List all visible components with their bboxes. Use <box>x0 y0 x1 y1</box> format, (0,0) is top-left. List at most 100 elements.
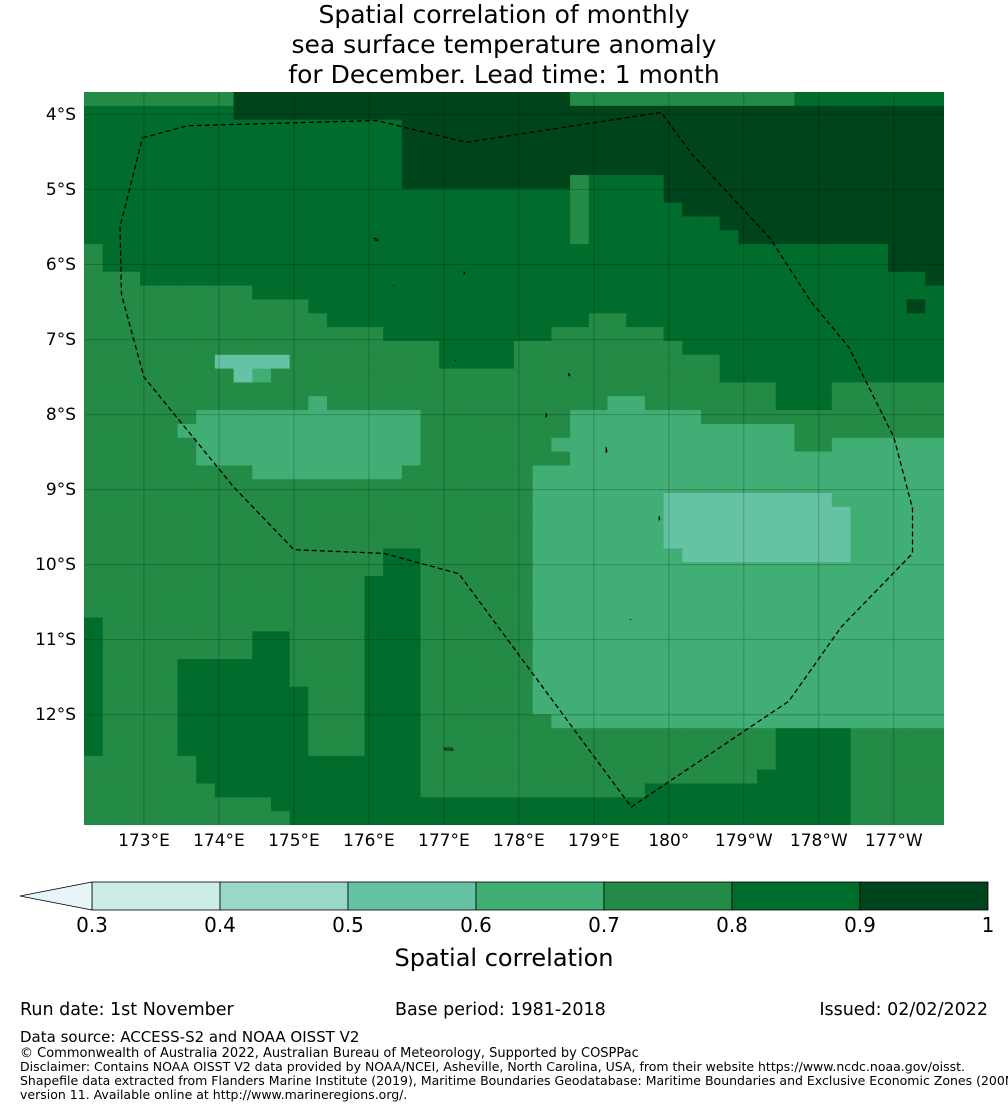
correlation-cell <box>214 437 235 453</box>
correlation-cell <box>514 562 534 577</box>
correlation-cell <box>420 645 440 660</box>
correlation-cell <box>289 202 309 218</box>
correlation-cell <box>551 451 571 467</box>
correlation-cell <box>364 811 384 825</box>
correlation-cell <box>158 742 179 757</box>
correlation-cell <box>626 105 646 121</box>
correlation-cell <box>84 465 104 480</box>
correlation-cell <box>476 589 496 605</box>
correlation-cell <box>457 493 478 508</box>
correlation-cell <box>476 423 496 439</box>
correlation-cell <box>364 686 384 702</box>
colorbar-bin <box>347 881 477 911</box>
correlation-cell <box>233 769 253 785</box>
correlation-cell <box>84 396 104 411</box>
correlation-cell <box>794 423 814 439</box>
correlation-cell <box>906 562 926 577</box>
correlation-cell <box>719 811 739 825</box>
correlation-cell <box>831 797 852 812</box>
correlation-cell <box>925 161 944 176</box>
correlation-cell <box>757 659 777 674</box>
correlation-cell <box>364 755 384 771</box>
correlation-cell <box>570 340 590 356</box>
correlation-cell <box>121 244 141 259</box>
correlation-cell <box>121 700 141 715</box>
correlation-cell <box>233 368 253 384</box>
correlation-cell <box>383 327 403 342</box>
correlation-cell <box>121 797 141 812</box>
correlation-cell <box>626 562 646 577</box>
correlation-cell <box>233 382 253 397</box>
correlation-cell <box>514 811 534 825</box>
correlation-cell <box>233 603 253 619</box>
correlation-cell <box>607 382 627 397</box>
correlation-cell <box>775 617 796 632</box>
correlation-cell <box>214 769 235 785</box>
correlation-cell <box>289 506 309 522</box>
correlation-cell <box>588 479 609 494</box>
correlation-cell <box>906 313 926 328</box>
correlation-cell <box>644 396 665 411</box>
correlation-cell <box>233 327 253 342</box>
correlation-cell <box>551 174 571 190</box>
correlation-cell <box>514 576 534 591</box>
correlation-cell <box>925 755 944 771</box>
correlation-cell <box>887 119 908 135</box>
correlation-cell <box>140 105 160 121</box>
correlation-cell <box>439 576 459 591</box>
island-outline <box>392 284 395 287</box>
correlation-cell <box>252 576 272 591</box>
correlation-cell <box>383 216 403 231</box>
correlation-cell <box>551 562 571 577</box>
correlation-cell <box>906 783 926 798</box>
correlation-cell <box>682 202 702 218</box>
correlation-cell <box>420 617 440 632</box>
correlation-cell <box>345 783 366 798</box>
correlation-cell <box>196 368 216 384</box>
correlation-cell <box>439 437 459 453</box>
correlation-cell <box>607 202 627 218</box>
correlation-cell <box>850 423 870 439</box>
correlation-cell <box>102 631 122 646</box>
correlation-cell <box>140 589 160 605</box>
correlation-cell <box>102 161 122 176</box>
correlation-cell <box>588 437 609 453</box>
correlation-cell <box>794 520 814 536</box>
correlation-cell <box>682 769 702 785</box>
correlation-cell <box>84 562 104 577</box>
correlation-cell <box>364 700 384 715</box>
correlation-cell <box>514 271 534 287</box>
correlation-cell <box>663 506 683 522</box>
correlation-cell <box>757 313 777 328</box>
correlation-cell <box>308 451 328 467</box>
correlation-cell <box>719 728 739 743</box>
correlation-cell <box>925 382 944 397</box>
correlation-cell <box>289 244 309 259</box>
correlation-cell <box>663 645 683 660</box>
correlation-cell <box>401 659 422 674</box>
correlation-cell <box>233 257 253 273</box>
correlation-cell <box>551 327 571 342</box>
correlation-cell <box>700 811 721 825</box>
correlation-cell <box>663 783 683 798</box>
correlation-cell <box>476 161 496 176</box>
correlation-cell <box>252 174 272 190</box>
correlation-cell <box>102 520 122 536</box>
correlation-cell <box>794 119 814 135</box>
correlation-cell <box>682 437 702 453</box>
correlation-cell <box>420 700 440 715</box>
correlation-cell <box>177 617 197 632</box>
correlation-cell <box>289 188 309 204</box>
correlation-cell <box>383 382 403 397</box>
correlation-cell <box>570 506 590 522</box>
correlation-cell <box>869 119 889 135</box>
correlation-cell <box>327 340 347 356</box>
correlation-cell <box>495 465 515 480</box>
correlation-cell <box>532 188 552 204</box>
correlation-cell <box>850 147 870 162</box>
correlation-cell <box>663 423 683 439</box>
shapefile-credit-line-2: version 11. Available online at http://w… <box>20 1087 408 1102</box>
correlation-cell <box>700 631 721 646</box>
correlation-cell <box>682 811 702 825</box>
correlation-cell <box>794 382 814 397</box>
